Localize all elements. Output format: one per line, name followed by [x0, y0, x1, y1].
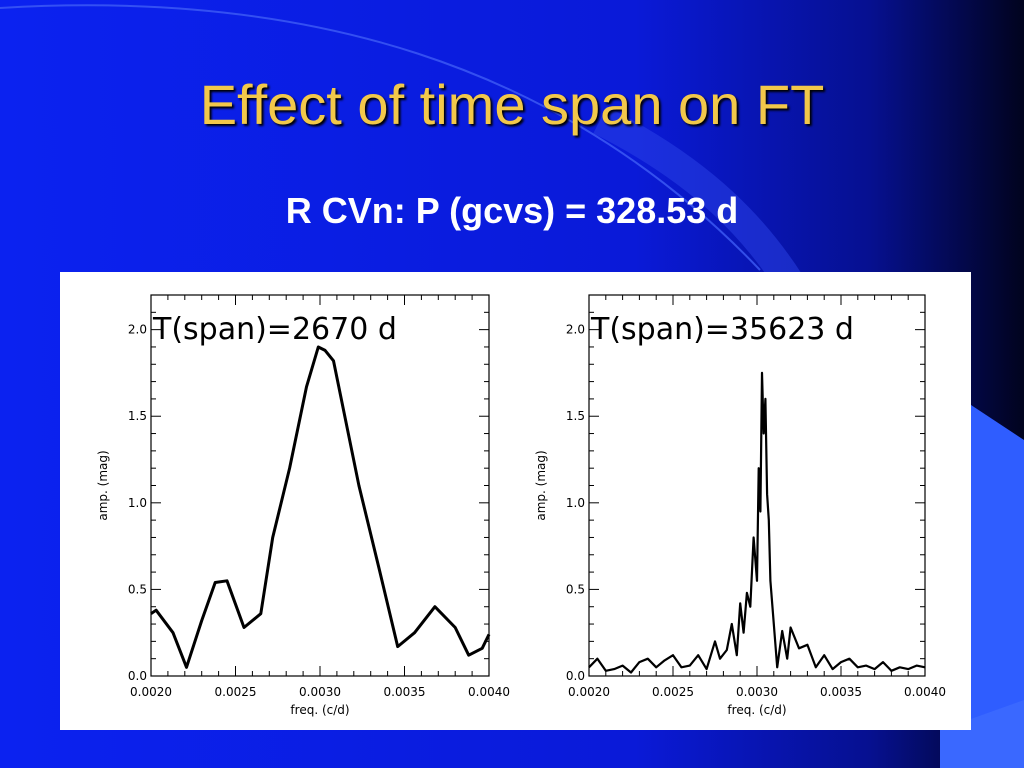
x-tick-label: 0.0040	[904, 685, 946, 699]
amplitude-series-line	[588, 371, 926, 674]
y-tick-label: 1.5	[128, 409, 147, 423]
plot-frame	[588, 294, 926, 677]
x-tick-label: 0.0020	[568, 685, 610, 699]
charts-panel: 0.0020 0.0025 0.0030 0.0035 0.0040 0.0 0.5 1.0 1…	[60, 272, 971, 730]
x-tick-label: 0.0025	[652, 685, 694, 699]
y-axis-label: amp. (mag)	[96, 450, 110, 520]
y-tick-label: 1.5	[566, 409, 585, 423]
x-tick-label: 0.0030	[299, 685, 341, 699]
charts-svg: 0.0020 0.0025 0.0030 0.0035 0.0040 0.0 0.5 1.0 1…	[96, 294, 946, 717]
decorative-shape	[971, 405, 1024, 768]
y-tick-label: 0.5	[128, 582, 147, 596]
x-tick-label: 0.0030	[736, 685, 778, 699]
y-tick-label: 0.0	[128, 669, 147, 683]
x-tick-label: 0.0025	[215, 685, 257, 699]
y-tick-label: 0.0	[566, 669, 585, 683]
x-tick-label: 0.0040	[468, 685, 510, 699]
amplitude-series-line	[150, 345, 491, 669]
x-axis-label: freq. (c/d)	[290, 703, 349, 717]
span-annotation: T(span)=2670 d	[152, 312, 397, 347]
x-axis-label: freq. (c/d)	[727, 703, 786, 717]
y-tick-label: 1.0	[566, 496, 585, 510]
chart-left: 0.0020 0.0025 0.0030 0.0035 0.0040 0.0 0.5 1.0 1…	[96, 294, 510, 717]
slide-subtitle: R CVn: P (gcvs) = 328.53 d	[285, 190, 739, 231]
y-tick-label: 1.0	[128, 496, 147, 510]
x-tick-label: 0.0035	[820, 685, 862, 699]
y-tick-label: 2.0	[566, 323, 585, 337]
y-axis-label: amp. (mag)	[534, 450, 548, 520]
chart-right: 0.0020 0.0025 0.0030 0.0035 0.0040 0.0 0.5 1.0 1…	[534, 294, 946, 717]
y-tick-label: 2.0	[128, 323, 147, 337]
slide-title: Effect of time span on FT	[199, 73, 825, 136]
span-annotation: T(span)=35623 d	[590, 312, 854, 347]
y-tick-label: 0.5	[566, 582, 585, 596]
x-tick-label: 0.0035	[384, 685, 426, 699]
x-tick-label: 0.0020	[130, 685, 172, 699]
